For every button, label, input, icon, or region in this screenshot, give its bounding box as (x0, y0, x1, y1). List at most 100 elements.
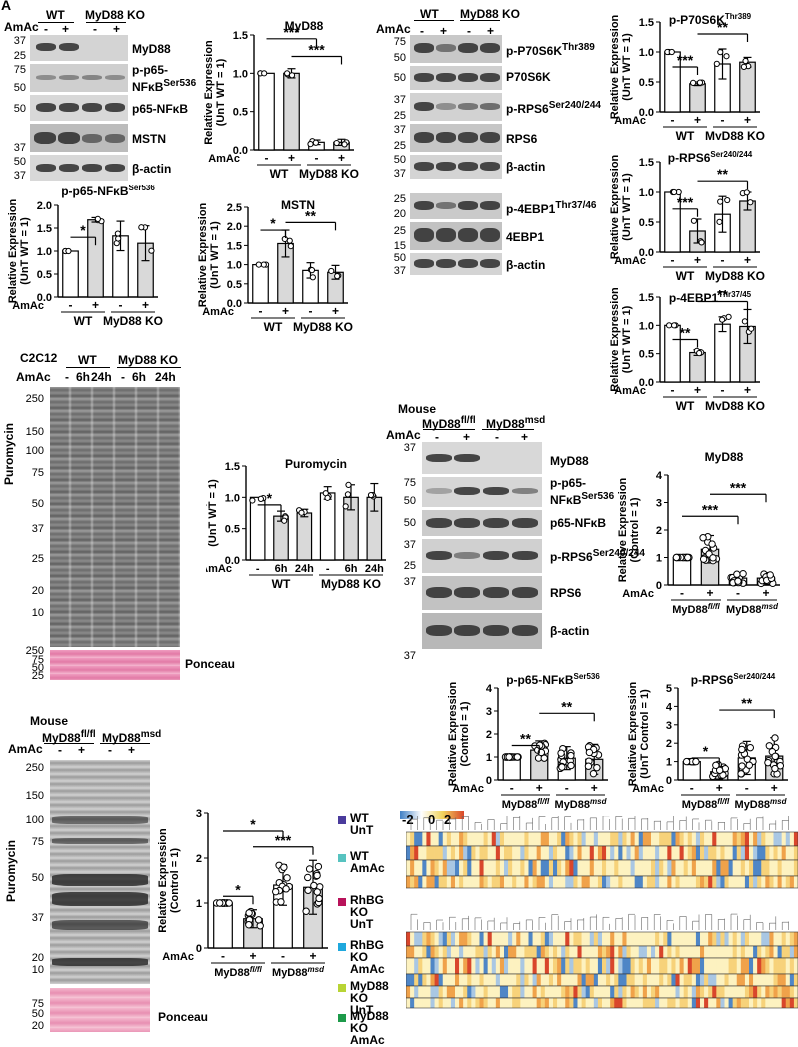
heatmap-cell (638, 832, 644, 846)
heatmap-cell (700, 932, 705, 946)
heatmap-cell (540, 876, 546, 888)
heatmap-cell (528, 846, 533, 860)
bar (283, 72, 300, 151)
heatmap-cell (691, 998, 697, 1008)
heatmap-cell (581, 986, 586, 998)
heatmap-cell (630, 958, 635, 974)
heatmap-cell (671, 832, 676, 846)
data-point (709, 554, 717, 562)
heatmap-cell (732, 876, 738, 888)
x-tick-label: + (694, 383, 701, 397)
heatmap-cell (679, 832, 684, 846)
heatmap-cell (618, 946, 623, 958)
heatmap-cell (667, 860, 672, 876)
heatmap-cell (708, 876, 713, 888)
heatmap-cell (671, 932, 676, 946)
heatmap-cell (479, 846, 484, 860)
legend-label: MyD88 KO UnT (350, 979, 389, 1017)
heatmap-cell (716, 860, 721, 876)
heatmap-cell (646, 986, 652, 998)
y-axis-label: Relative Expression (206, 460, 207, 565)
heatmap-cell (789, 846, 795, 860)
heatmap-cell (414, 974, 419, 986)
heatmap-cell (695, 876, 701, 888)
heatmap-cell (749, 998, 754, 1008)
heatmap-cell (520, 932, 525, 946)
heatmap-cell (749, 846, 754, 860)
heatmap-cell (471, 832, 476, 846)
heatmap-cell (695, 998, 701, 1008)
heatmap-cell (732, 946, 738, 958)
heatmap-cell (442, 932, 448, 946)
x-tick-label: - (259, 304, 263, 318)
x-tick-label: - (326, 563, 330, 575)
heatmap-cell (736, 846, 742, 860)
heatmap-cell (406, 932, 411, 946)
bar (249, 496, 266, 561)
y-axis-label: (UnT WT = 1) (207, 479, 219, 547)
heatmap-cell (569, 876, 574, 888)
y-axis-label: Relative Expression (627, 681, 639, 786)
data-point (367, 491, 375, 499)
heatmap-cell (553, 860, 558, 876)
heatmap-cell (667, 958, 672, 974)
heatmap-cell (724, 832, 729, 846)
heatmap-cell (732, 958, 738, 974)
y-tick-label: 1.0 (233, 68, 248, 80)
group-label: MyD88 KO (705, 269, 765, 283)
heatmap-cell (716, 974, 721, 986)
heatmap-cell (418, 974, 423, 986)
heatmap-cell (732, 860, 738, 876)
heatmap-cell (597, 932, 603, 946)
heatmap-cell (569, 846, 574, 860)
data-point (717, 198, 724, 205)
heatmap-cell (712, 876, 717, 888)
heatmap-cell (757, 876, 762, 888)
heatmap-cell (691, 946, 697, 958)
heatmap-cell (683, 876, 689, 888)
x-tick-label: + (744, 113, 751, 127)
ponceau-c2c12 (50, 650, 180, 680)
y-tick-label: 1 (486, 752, 492, 764)
heatmap-cell (671, 986, 676, 998)
heatmap-cell (406, 876, 411, 888)
heatmap-cell (479, 958, 484, 974)
heatmap-cell (659, 860, 664, 876)
heatmap-cell (442, 846, 448, 860)
heatmap-cell (606, 846, 611, 860)
heatmap-cell (785, 946, 791, 958)
data-point (280, 863, 288, 871)
heatmap-cell (736, 974, 742, 986)
heatmap-cell (581, 832, 586, 846)
data-point (567, 761, 575, 770)
x-tick-label: + (716, 781, 723, 795)
y-axis-label: Relative Expression (447, 681, 459, 786)
bar (258, 72, 275, 151)
data-point (734, 577, 742, 585)
heatmap-cell (446, 986, 452, 998)
heatmap-cell (630, 876, 635, 888)
data-point (557, 749, 565, 757)
heatmap-cell (540, 986, 546, 998)
heatmap-cell (655, 946, 660, 958)
chart-title: p-RPS6Ser240/244 (668, 150, 753, 165)
heatmap-cell (471, 876, 476, 888)
amac-label: AmAc (4, 20, 39, 34)
data-point (256, 922, 264, 930)
data-point (698, 239, 705, 246)
heatmap-cell (593, 986, 599, 998)
heatmap-cell (450, 986, 456, 998)
blot-p4ebp1 (410, 193, 502, 219)
heatmap-cell (557, 932, 562, 946)
heatmap-cell (418, 832, 423, 846)
heatmap-cell (499, 958, 505, 974)
heatmap-cell (671, 958, 676, 974)
x-tick-label: + (694, 113, 701, 127)
heatmap-cell (614, 998, 619, 1008)
heatmap-cell (569, 974, 574, 986)
heatmap-cell (414, 932, 419, 946)
data-point (282, 885, 290, 893)
heatmap-cell (434, 846, 439, 860)
heatmap-cell (504, 946, 509, 958)
y-axis-label: Relative Expression (157, 828, 169, 933)
